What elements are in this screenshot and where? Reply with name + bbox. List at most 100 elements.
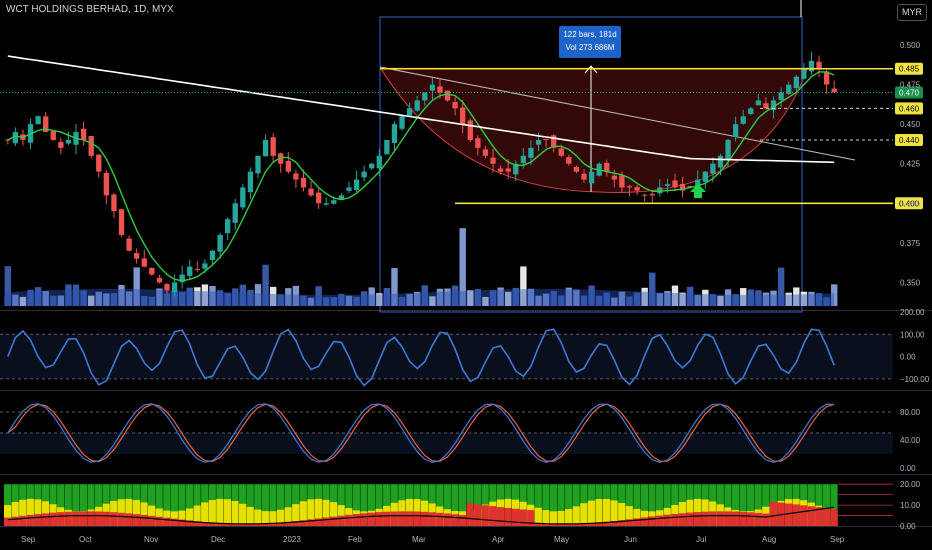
price-pane[interactable]: 0.485 0.470 0.460 0.440 0.400: [0, 0, 923, 313]
candle-body: [308, 188, 314, 196]
osc3-red-bar: [754, 512, 762, 526]
osc3-green-bar: [87, 484, 95, 526]
osc3-green-bar: [656, 484, 664, 526]
candle-body: [763, 103, 769, 109]
volume-bar: [831, 284, 838, 306]
osc3-red-bar: [716, 511, 724, 526]
osc3-green-bar: [284, 484, 292, 526]
osc3-red-bar: [314, 518, 323, 526]
volume-bar: [573, 289, 580, 306]
volume-bar: [702, 289, 709, 306]
volume-bar: [133, 267, 140, 306]
candle-body: [278, 153, 284, 164]
osc3-green-bar: [94, 484, 103, 526]
candle-body: [126, 238, 132, 251]
osc3-green-bar: [815, 484, 823, 526]
osc3-red-bar: [276, 522, 285, 526]
volume-bar: [436, 288, 444, 306]
candle-body: [634, 187, 640, 191]
osc3-tick-label: 0.00: [900, 522, 916, 531]
price-tick-label: 0.475: [900, 81, 921, 90]
volume-bar: [34, 287, 42, 306]
oscillator-2-pane[interactable]: [0, 403, 893, 464]
osc3-green-bar: [731, 484, 740, 526]
candle-body: [323, 203, 329, 205]
candle-body: [118, 209, 125, 235]
key-level-label: 0.485: [899, 65, 920, 74]
volume-bar: [360, 291, 368, 306]
osc3-red-bar: [671, 513, 679, 526]
osc3-red-bar: [527, 510, 535, 526]
volume-bar: [156, 288, 163, 306]
candle-body: [626, 186, 633, 188]
time-tick-label: Nov: [144, 535, 158, 544]
ma-slow-line: [7, 55, 835, 164]
time-tick-label: Jun: [624, 535, 637, 544]
osc3-red-bar: [572, 523, 580, 526]
candle-body: [353, 179, 360, 190]
osc3-red-bar: [693, 512, 702, 526]
candle-body: [581, 173, 587, 180]
osc1-tick-label: 0.00: [900, 353, 916, 362]
osc3-green-bar: [163, 484, 171, 526]
candle-body: [232, 203, 238, 223]
candle-body: [255, 155, 261, 174]
candle-body: [535, 139, 542, 145]
volume-bar: [330, 297, 337, 306]
cup-fill: [380, 67, 808, 193]
candle-body: [475, 138, 481, 148]
volume-bar: [194, 287, 201, 306]
osc1-tick-label: 200.00: [900, 308, 925, 317]
osc3-yellow-bar: [580, 503, 588, 526]
price-tick-label: 0.425: [900, 160, 921, 169]
osc3-yellow-bar: [185, 508, 194, 526]
osc3-yellow-bar: [625, 506, 633, 526]
candle-body: [406, 108, 413, 116]
osc3-red-bar: [822, 508, 831, 526]
osc3-red-bar: [110, 512, 118, 526]
osc3-red-bar: [223, 523, 232, 526]
candle-body: [793, 76, 799, 89]
volume-bar: [125, 291, 133, 306]
volume-bar: [42, 291, 49, 306]
candle-body: [823, 71, 830, 85]
osc3-green-bar: [72, 484, 80, 526]
volume-bar: [421, 285, 428, 306]
osc3-red-bar: [201, 521, 209, 526]
volume-bar: [57, 295, 65, 306]
osc3-green-bar: [739, 484, 747, 526]
osc3-red-bar: [519, 509, 527, 526]
osc3-green-bar: [246, 484, 254, 526]
volume-bar: [641, 287, 648, 306]
volume-bar: [247, 289, 254, 306]
volume-bar: [580, 295, 588, 306]
candle-body: [293, 173, 299, 180]
bars-label: 122 bars, 181d: [563, 30, 617, 39]
candle-body: [482, 149, 489, 156]
candle-body: [649, 193, 655, 196]
volume-bar: [497, 287, 504, 306]
oscillator-3-pane[interactable]: [4, 483, 893, 526]
candle-body: [725, 139, 731, 160]
symbol-title[interactable]: WCT HOLDINGS BERHAD, 1D, MYX: [6, 4, 174, 15]
osc3-red-bar: [337, 515, 345, 526]
measure-arrow-head: [584, 65, 598, 74]
candle-body: [315, 192, 322, 204]
osc3-red-bar: [292, 521, 300, 526]
osc3-red-bar: [4, 517, 12, 526]
osc3-green-bar: [754, 484, 762, 526]
currency-badge[interactable]: MYR: [897, 4, 927, 21]
osc3-green-bar: [436, 484, 444, 526]
osc3-red-bar: [34, 514, 42, 526]
oscillator-1-pane[interactable]: [0, 328, 893, 387]
candle-body: [179, 274, 185, 283]
osc3-red-bar: [784, 503, 793, 526]
candle-body: [551, 135, 557, 148]
osc3-red-bar: [792, 504, 800, 526]
candle-body: [262, 139, 269, 157]
candle-body: [611, 175, 617, 180]
volume-bar: [345, 295, 353, 306]
osc3-red-bar: [216, 523, 224, 526]
candle-body: [748, 108, 754, 115]
